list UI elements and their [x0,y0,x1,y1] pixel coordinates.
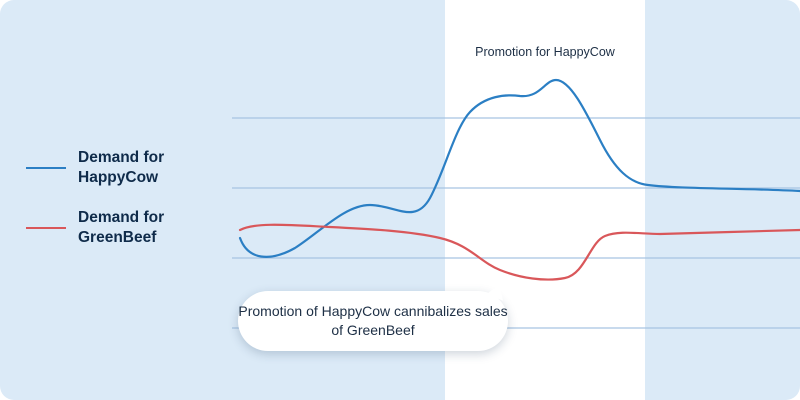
legend-item-greenbeef: Demand for GreenBeef [26,208,208,248]
series-line-happycow [238,78,800,258]
legend-item-happycow: Demand for HappyCow [26,148,208,188]
series-line-greenbeef [238,223,800,281]
annotation-callout: Promotion of HappyCow cannibalizes sales… [238,281,508,351]
promotion-band-label: Promotion for HappyCow [475,45,615,59]
legend-swatch-happycow [26,167,66,169]
annotation-text: Promotion of HappyCow cannibalizes sales… [238,303,508,338]
legend-swatch-greenbeef [26,227,66,229]
legend-label-greenbeef: Demand for GreenBeef [78,209,165,246]
legend-label-happycow: Demand for HappyCow [78,149,165,186]
legend: Demand for HappyCow Demand for GreenBeef [26,148,208,268]
